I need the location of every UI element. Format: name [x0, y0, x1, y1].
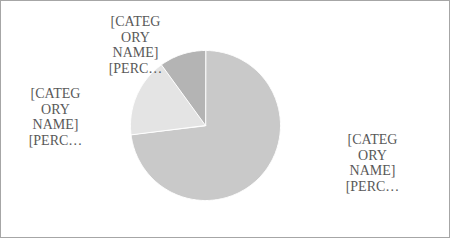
svg-text:[CATEGORYNAME][PERC…: [CATEGORYNAME][PERC… — [346, 132, 400, 193]
svg-text:[CATEGORYNAME][PERC…: [CATEGORYNAME][PERC… — [29, 86, 83, 147]
svg-text:[CATEGORYNAME][PERC…: [CATEGORYNAME][PERC… — [109, 14, 163, 75]
